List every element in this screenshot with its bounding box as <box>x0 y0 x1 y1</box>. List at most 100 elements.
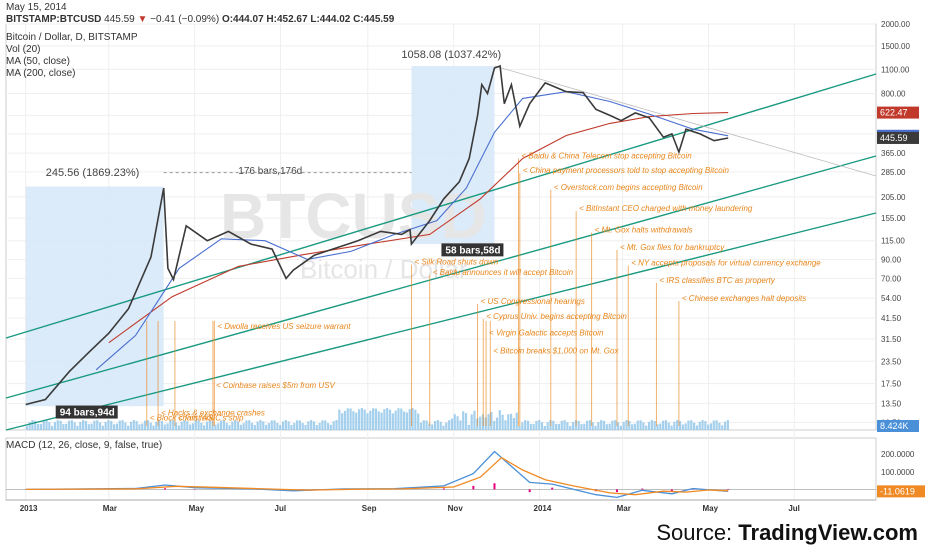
volume-bar <box>712 420 715 430</box>
volume-bar <box>524 420 527 430</box>
volume-bar <box>138 424 141 430</box>
trend-channel-line <box>5 155 877 399</box>
volume-bar <box>439 421 442 430</box>
volume-bar <box>172 420 175 430</box>
volume-bar <box>369 410 372 430</box>
volume-bar <box>259 420 262 430</box>
volume-bar <box>321 420 324 430</box>
volume-bar <box>707 424 710 430</box>
footer <box>0 516 932 550</box>
event-label: < China payment processors told to stop … <box>523 166 730 175</box>
volume-bar <box>214 424 217 430</box>
volume-bar <box>588 420 592 430</box>
volume-bar <box>515 412 518 430</box>
header-close: C:445.59 <box>353 14 395 25</box>
volume-bar <box>602 420 606 430</box>
volume-bar <box>667 422 670 430</box>
header-date: May 15, 2014 <box>6 2 67 13</box>
x-tick-label: Jul <box>788 504 800 513</box>
y-tick-label: 23.50 <box>881 357 902 366</box>
source-brand: TradingView.com <box>738 520 918 545</box>
volume-bar <box>158 420 161 430</box>
volume-bar <box>428 423 431 430</box>
volume-bar <box>681 424 684 430</box>
volume-bar <box>222 420 225 430</box>
volume-bar <box>152 425 155 430</box>
event-label: < Cyprus Univ. begins accepting Bitcoin <box>486 312 627 321</box>
volume-bar <box>177 425 180 430</box>
volume-bar <box>82 420 85 430</box>
legend-volume: Vol (20) <box>6 44 41 55</box>
volume-bar <box>546 422 549 430</box>
macd-hist-bar <box>442 488 445 490</box>
volume-bar <box>448 420 451 430</box>
volume-bar <box>402 411 406 430</box>
x-tick-label: 2014 <box>534 504 552 513</box>
volume-bar <box>372 408 375 430</box>
volume-bar <box>490 411 493 430</box>
volume-bar <box>310 420 313 430</box>
volume-bar <box>155 421 158 430</box>
y-tick-label: 70.00 <box>881 274 902 283</box>
volume-bar <box>464 413 468 430</box>
volume-bar <box>386 408 389 430</box>
volume-bar <box>231 421 234 430</box>
volume-bar <box>253 425 256 430</box>
volume-bar <box>129 421 133 430</box>
measure-label: 1058.08 (1037.42%) <box>401 49 501 61</box>
macd-hist-bar <box>472 485 475 490</box>
volume-bar <box>98 422 102 430</box>
volume-bar <box>456 416 459 430</box>
x-tick-label: 2013 <box>20 504 38 513</box>
volume-bar <box>79 421 82 430</box>
event-label: < BitInstant CEO charged with money laun… <box>579 204 753 213</box>
event-label: < IRS classifies BTC as property <box>659 276 775 285</box>
volume-bar <box>662 420 665 430</box>
volume-bar <box>143 420 147 430</box>
volume-bar <box>408 409 411 430</box>
header-quote: BITSTAMP:BTCUSD 445.59 ▼ −0.41 (−0.09%) … <box>6 14 394 26</box>
volume-bar <box>450 418 454 430</box>
volume-bar <box>110 420 113 430</box>
y-tick-label: 31.50 <box>881 335 902 344</box>
event-label: < Virgin Galactic accepts Bitcoin <box>489 328 604 337</box>
volume-bar <box>36 423 40 430</box>
macd-last-badge <box>877 485 925 498</box>
volume-bar <box>431 424 434 430</box>
volume-bar <box>341 413 344 430</box>
volume-bar <box>577 420 580 430</box>
volume-bar <box>383 409 386 430</box>
volume-bar <box>191 423 195 430</box>
event-label: < US Congressional hearings <box>481 297 585 306</box>
volume-bar <box>304 424 307 430</box>
watermark-name: Bitcoin / Dollar <box>300 254 468 284</box>
volume-bar <box>48 422 51 430</box>
volume-bar <box>267 423 271 430</box>
volume-bar <box>236 421 240 430</box>
price-label-text: 445.59 <box>880 133 908 143</box>
volume-bar <box>203 425 206 430</box>
volume-bar <box>388 409 392 430</box>
y-tick-label: 155.00 <box>881 214 906 223</box>
volume-bar <box>59 420 62 430</box>
volume-bar <box>673 421 676 430</box>
volume-bar <box>591 422 594 430</box>
volume-bar <box>504 420 507 430</box>
volume-bar <box>532 424 535 430</box>
volume-bar <box>31 420 34 430</box>
source-prefix: Source: <box>656 520 739 545</box>
volume-bar <box>25 426 28 430</box>
bars-badge-label: 94 bars,94d <box>60 408 115 419</box>
volume-bar <box>250 422 254 430</box>
volume-bar <box>628 420 631 430</box>
y-tick-label: 365.00 <box>881 149 906 158</box>
volume-bar <box>436 420 439 430</box>
volume-bar <box>298 420 302 430</box>
volume-bar <box>45 420 48 430</box>
volume-bar <box>284 420 287 430</box>
event-label: < Chinese exchanges halt deposits <box>682 294 806 303</box>
volume-bar <box>287 421 290 430</box>
trend-resistance-line <box>494 65 877 177</box>
volume-bar <box>419 422 423 430</box>
volume-bar <box>664 420 668 430</box>
